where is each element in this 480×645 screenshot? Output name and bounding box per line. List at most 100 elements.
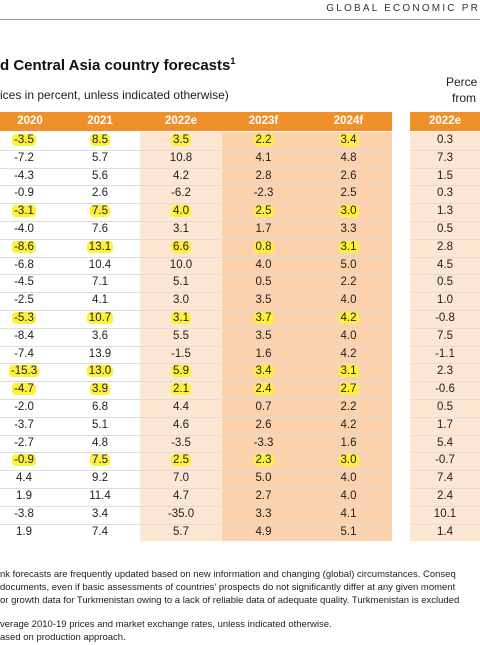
cell-value: -5.3	[12, 312, 36, 324]
cell-value: 4.2	[340, 347, 357, 360]
table-cell: 3.9	[60, 381, 140, 399]
table-cell: 5.0	[222, 470, 305, 488]
column-header: 2024f	[305, 112, 392, 131]
cell-value: 1.6	[255, 347, 272, 360]
table-cell: 0.7	[222, 399, 305, 417]
table-cell: 7.5	[437, 329, 453, 342]
cell-value: 3.3	[340, 223, 357, 235]
row-separator	[410, 256, 480, 258]
cell-value: 3.5	[171, 134, 191, 146]
cell-value: 3.1	[338, 240, 359, 253]
table-cell: 7.4	[60, 524, 140, 542]
table-cell: -3.8	[0, 506, 60, 524]
cell-value: 5.5	[173, 329, 189, 342]
row-separator	[410, 488, 480, 489]
cell-value: 2.1	[171, 383, 191, 396]
cell-value: 4.4	[16, 472, 32, 485]
cell-value: 10.4	[88, 258, 112, 271]
cell-value: 3.5	[255, 329, 272, 342]
table-cell: 1.9	[0, 524, 60, 542]
table-cell: -2.5	[0, 292, 60, 310]
table-cell: -4.7	[0, 381, 60, 399]
cell-value: 3.1	[338, 365, 359, 378]
row-separator	[410, 149, 480, 151]
cell-value: 8.5	[90, 134, 110, 146]
row-separator	[410, 185, 480, 187]
row-separator	[410, 416, 480, 418]
table-cell: 4.7	[140, 488, 222, 506]
cell-value: 2.3	[253, 454, 274, 467]
table-cell: 3.0	[305, 203, 392, 221]
cell-value: 5.9	[171, 365, 191, 378]
row-separator	[410, 274, 480, 276]
table-cell: 10.8	[140, 150, 222, 168]
table-cell: 4.1	[222, 150, 305, 168]
table-cell: 10.1	[433, 507, 457, 520]
table-cell: 3.1	[140, 310, 222, 328]
cell-value: 2.5	[253, 205, 274, 218]
table-cell: -6.2	[140, 185, 222, 203]
cell-value: -15.3	[8, 365, 40, 378]
row-separator	[0, 327, 392, 329]
cell-value: 4.0	[340, 472, 357, 485]
table-cell: 4.2	[305, 346, 392, 364]
cell-value: 4.0	[255, 258, 272, 271]
row-separator	[0, 523, 392, 525]
table-cell: 1.6	[222, 346, 305, 364]
table-cell: 13.9	[60, 346, 140, 364]
table-cell: 5.6	[60, 168, 140, 186]
row-separator	[0, 292, 392, 294]
table-cell: 13.0	[60, 363, 140, 381]
right-header: from	[452, 91, 476, 105]
row-separator	[410, 363, 480, 365]
footnote: ased on production approach.	[0, 632, 126, 643]
cell-value: 0.5	[255, 276, 272, 289]
cell-value: 4.8	[340, 151, 357, 164]
cell-value: 3.0	[173, 294, 189, 307]
row-separator	[410, 523, 480, 525]
section-header: GLOBAL ECONOMIC PR	[326, 3, 480, 14]
footnote: or growth data for Turkmenistan owing to…	[0, 595, 460, 606]
cell-value: 10.0	[169, 258, 193, 271]
table-cell: 4.1	[60, 292, 140, 310]
column-shade	[305, 132, 392, 542]
table-cell: 0.3	[437, 187, 453, 200]
row-separator	[0, 434, 392, 436]
cell-value: 4.0	[340, 329, 357, 342]
cell-value: 2.5	[340, 187, 357, 200]
table-cell: 7.4	[437, 472, 453, 485]
footnote: nk forecasts are frequently updated base…	[0, 569, 456, 580]
table-cell: 2.3	[437, 365, 453, 378]
row-separator	[410, 310, 480, 311]
table-cell: 4.2	[305, 310, 392, 328]
table-cell: 2.5	[305, 185, 392, 203]
table-cell: 7.5	[60, 203, 140, 221]
cell-value: 4.9	[255, 525, 272, 538]
table-cell: 4.0	[305, 470, 392, 488]
row-separator	[0, 167, 392, 169]
table-cell: 2.3	[222, 452, 305, 470]
table-cell: 3.4	[222, 363, 305, 381]
cell-value: 2.2	[340, 401, 357, 413]
cell-value: 4.0	[340, 490, 357, 502]
table-cell: 2.8	[437, 240, 453, 253]
cell-value: 7.6	[92, 223, 108, 235]
cell-value: 7.4	[92, 525, 108, 538]
row-separator	[410, 167, 480, 169]
cell-value: 1.9	[16, 490, 32, 502]
table-cell: -15.3	[0, 363, 60, 381]
cell-value: 5.7	[92, 151, 108, 164]
row-separator	[0, 221, 392, 222]
table-cell: 0.5	[437, 276, 453, 289]
table-cell: 5.5	[140, 328, 222, 346]
cell-value: -2.5	[14, 294, 34, 307]
column-header: 2022e	[410, 112, 480, 131]
table-cell: 5.1	[60, 417, 140, 435]
table-cell: 3.4	[60, 506, 140, 524]
table-cell: 4.2	[305, 417, 392, 435]
cell-value: 5.1	[92, 418, 108, 431]
row-separator	[410, 399, 480, 400]
table-cell: 7.1	[60, 274, 140, 292]
cell-value: 3.6	[92, 329, 108, 342]
cell-value: 7.0	[173, 472, 189, 485]
